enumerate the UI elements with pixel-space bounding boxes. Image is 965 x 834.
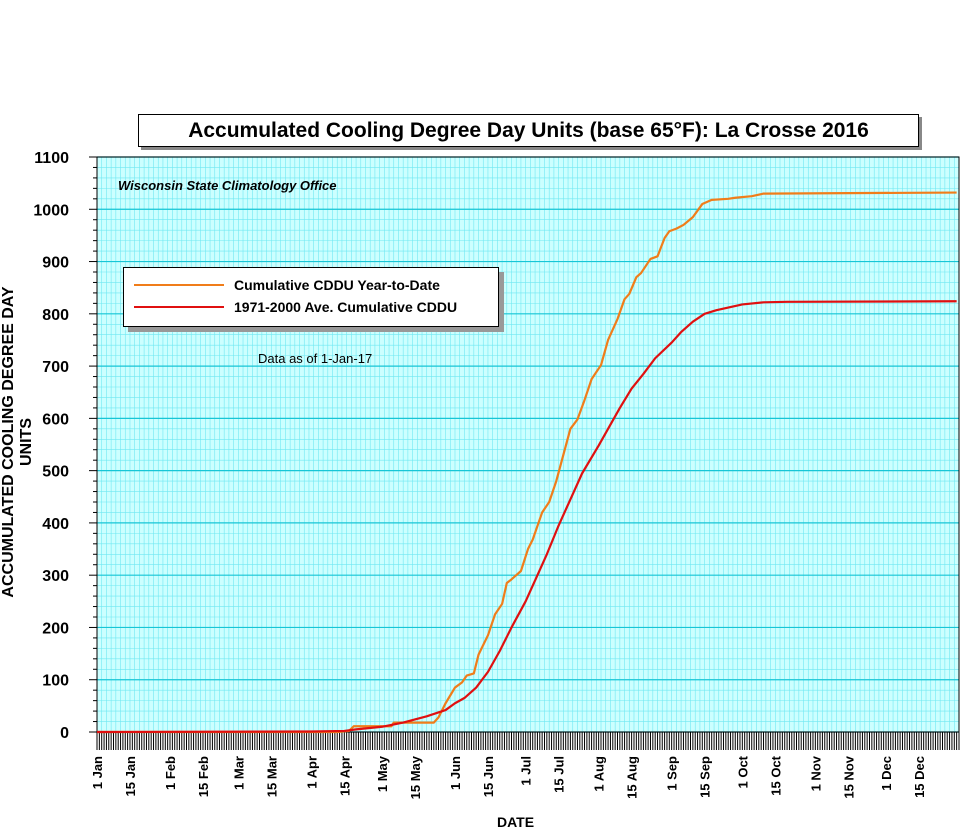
x-tick-label: 1 Nov [808,755,823,791]
x-tick-label: 15 Aug [625,756,640,799]
y-tick-label: 300 [42,568,69,585]
x-tick-label: 1 Aug [592,756,607,792]
chart-title: Accumulated Cooling Degree Day Units (ba… [138,114,919,147]
y-tick-label: 100 [42,673,69,690]
legend-item-average: 1971-2000 Ave. Cumulative CDDU [134,299,457,315]
y-tick-label: 1000 [33,202,69,219]
x-tick-label: 15 Jun [481,756,496,797]
legend: Cumulative CDDU Year-to-Date 1971-2000 A… [123,267,499,327]
plot-area [97,157,959,732]
y-tick-label: 500 [42,464,69,481]
legend-swatch-average [134,306,224,308]
x-tick-label: 15 Nov [841,755,856,798]
y-tick-label: 200 [42,620,69,637]
series-line-average [96,300,957,734]
y-tick-label: 700 [42,359,69,376]
x-tick-label: 15 Oct [768,755,783,795]
series-line-ytd [97,191,957,734]
x-axis-label: DATE [497,814,535,830]
data-as-of-label: Data as of 1-Jan-17 [258,351,373,366]
x-tick-label: 1 Apr [304,756,319,789]
x-tick-label: 1 Dec [879,756,894,791]
legend-swatch-ytd [134,284,224,286]
x-tick-label: 15 Apr [337,756,352,796]
legend-label-average: 1971-2000 Ave. Cumulative CDDU [234,299,458,315]
x-tick-label: 1 May [375,755,390,792]
x-tick-label: 1 Jan [90,756,105,789]
x-tick-label: 1 Feb [163,756,178,790]
y-tick-label: 800 [42,307,69,324]
x-tick-label: 15 Dec [912,756,927,798]
x-tick-label: 15 Feb [196,756,211,797]
x-tick-label: 15 May [408,755,423,799]
y-tick-label: 0 [60,725,69,742]
y-tick-label: 900 [42,255,69,272]
x-tick-label: 1 Oct [735,755,750,788]
x-tick-label: 1 Mar [231,756,246,790]
y-tick-label: 600 [42,411,69,428]
x-tick-label: 15 Sep [698,756,713,798]
y-tick-label: 1100 [34,150,69,167]
credit-label: Wisconsin State Climatology Office [118,178,337,193]
x-tick-label: 1 Jun [448,756,463,790]
y-tick-label: 400 [42,516,69,533]
x-tick-label: 15 Jan [123,756,138,797]
x-tick-label: 15 Jul [552,756,567,793]
legend-label-ytd: Cumulative CDDU Year-to-Date [234,277,440,293]
x-tick-label: 1 Sep [665,756,680,791]
legend-item-ytd: Cumulative CDDU Year-to-Date [134,277,440,293]
x-tick-label: 1 Jul [519,756,534,786]
y-axis-label: ACCUMULATED COOLING DEGREE DAY UNITS [0,286,35,598]
x-tick-label: 15 Mar [264,756,279,797]
